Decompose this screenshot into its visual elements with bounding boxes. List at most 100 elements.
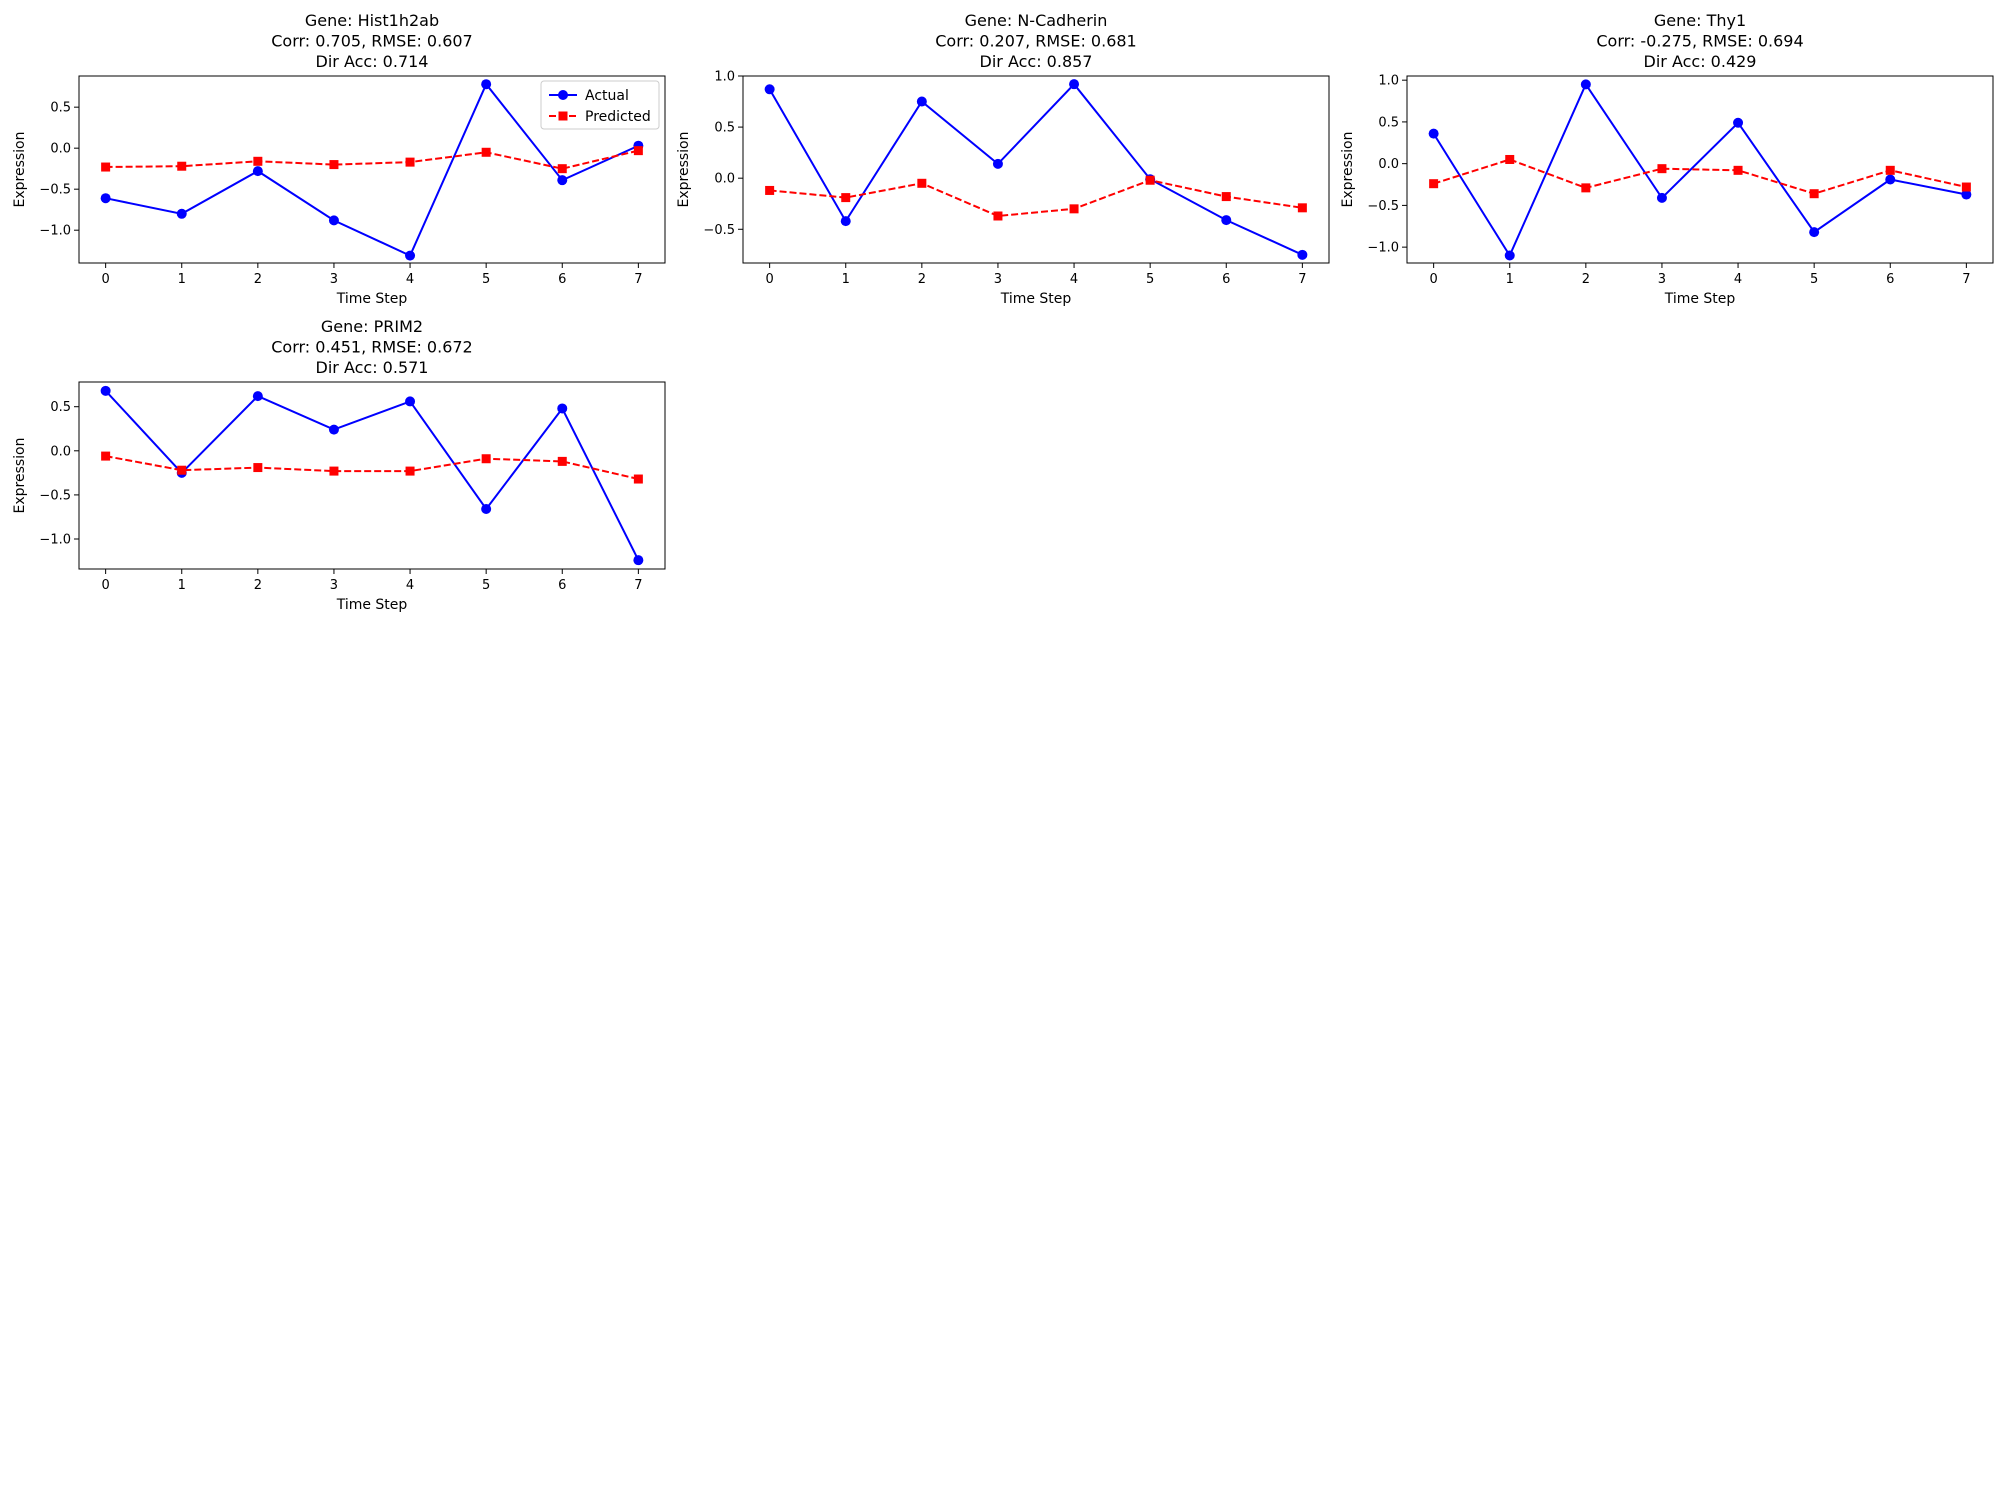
data-point-2 [1580, 79, 1591, 90]
data-point-6 [557, 456, 567, 466]
x-tick-label: 3 [994, 272, 1002, 287]
chart-title-line: Dir Acc: 0.857 [980, 52, 1093, 71]
plot-frame [78, 75, 666, 264]
legend-label: Predicted [585, 109, 651, 125]
data-point-0 [764, 84, 775, 95]
data-point-2 [1581, 183, 1591, 193]
data-point-0 [100, 193, 111, 204]
plot-frame [742, 75, 1330, 264]
data-point-4 [1069, 204, 1079, 214]
data-point-1 [176, 208, 187, 219]
x-axis-label: Time Step [336, 291, 408, 307]
y-tick-label: −0.5 [703, 223, 735, 238]
y-axis-label: Expression [12, 132, 28, 208]
data-point-7 [633, 146, 643, 156]
data-point-7 [633, 555, 644, 566]
x-tick-label: 4 [406, 272, 414, 287]
subplot-1: Gene: Hist1h2ab Corr: 0.705, RMSE: 0.607D… [12, 11, 666, 307]
y-tick-label: 0.0 [50, 444, 71, 459]
x-tick-label: 7 [634, 578, 642, 593]
x-tick-label: 7 [1962, 272, 1970, 287]
x-tick-label: 0 [765, 272, 773, 287]
chart-title-line: Dir Acc: 0.429 [1644, 52, 1757, 71]
data-point-6 [1221, 192, 1231, 202]
data-point-1 [558, 111, 568, 121]
data-point-6 [1885, 165, 1895, 175]
series-line [105, 149, 639, 170]
data-point-2 [916, 96, 927, 107]
data-point-3 [1656, 192, 1667, 203]
data-point-3 [1657, 164, 1667, 174]
x-axis-label: Time Step [336, 597, 408, 613]
chart-title-line: Dir Acc: 0.714 [316, 52, 429, 71]
data-point-6 [1221, 215, 1232, 226]
y-tick-label: 0.0 [50, 142, 71, 157]
legend-label: Actual [585, 88, 629, 104]
plot-frame [78, 381, 666, 570]
data-point-0 [101, 451, 111, 461]
data-point-3 [328, 215, 339, 226]
data-point-2 [253, 156, 263, 166]
x-tick-label: 0 [1429, 272, 1437, 287]
data-point-3 [993, 211, 1003, 221]
series-line [104, 390, 640, 561]
series-line [105, 82, 639, 257]
data-point-3 [992, 158, 1003, 169]
data-point-3 [328, 424, 339, 435]
x-tick-label: 2 [1582, 272, 1590, 287]
data-point-1 [1504, 250, 1515, 261]
x-tick-label: 5 [482, 272, 490, 287]
data-point-6 [557, 403, 568, 414]
x-tick-label: 2 [918, 272, 926, 287]
data-point-4 [405, 396, 416, 407]
data-point-3 [329, 466, 339, 476]
data-point-5 [481, 147, 491, 157]
chart-title-line: Corr: 0.451, RMSE: 0.672 [271, 338, 472, 357]
x-tick-label: 6 [1886, 272, 1894, 287]
data-point-3 [329, 160, 339, 170]
chart-title-line: Corr: 0.207, RMSE: 0.681 [935, 32, 1136, 51]
y-tick-label: 0.0 [1378, 157, 1399, 172]
data-point-7 [1297, 249, 1308, 260]
x-tick-label: 5 [1810, 272, 1818, 287]
data-point-4 [405, 157, 415, 167]
data-point-5 [481, 454, 491, 464]
data-point-0 [1429, 179, 1439, 189]
series-actual [100, 79, 644, 261]
data-point-5 [481, 504, 492, 515]
x-tick-label: 1 [1506, 272, 1514, 287]
x-tick-label: 1 [842, 272, 850, 287]
series-predicted [101, 146, 643, 174]
x-tick-label: 3 [330, 578, 338, 593]
x-axis-label: Time Step [1000, 291, 1072, 307]
y-tick-label: 0.5 [50, 400, 71, 415]
chart-title-line: Dir Acc: 0.571 [316, 358, 429, 377]
y-tick-label: −0.5 [1367, 199, 1399, 214]
data-point-2 [252, 166, 263, 177]
x-tick-label: 6 [1222, 272, 1230, 287]
y-axis-label: Expression [1340, 132, 1356, 208]
series-line [1432, 82, 1967, 258]
series-line [768, 82, 1303, 256]
y-axis-label: Expression [12, 438, 28, 514]
y-tick-label: 0.5 [714, 121, 735, 136]
x-tick-label: 4 [1070, 272, 1078, 287]
series-predicted [765, 175, 1307, 221]
legend: Actual Predicted [540, 80, 660, 130]
x-tick-label: 2 [254, 578, 262, 593]
subplot-2: Gene: N-Cadherin Corr: 0.207, RMSE: 0.681… [676, 11, 1330, 307]
chart-title-line: Gene: Hist1h2ab [305, 11, 439, 30]
plot-frame [1406, 75, 1994, 264]
data-point-1 [841, 193, 851, 203]
y-tick-label: 0.5 [1378, 115, 1399, 130]
x-tick-label: 7 [634, 272, 642, 287]
data-point-1 [177, 161, 187, 171]
data-point-7 [1961, 189, 1972, 200]
x-tick-label: 2 [254, 272, 262, 287]
data-point-2 [253, 463, 263, 473]
data-point-0 [765, 185, 775, 195]
x-tick-label: 5 [482, 578, 490, 593]
